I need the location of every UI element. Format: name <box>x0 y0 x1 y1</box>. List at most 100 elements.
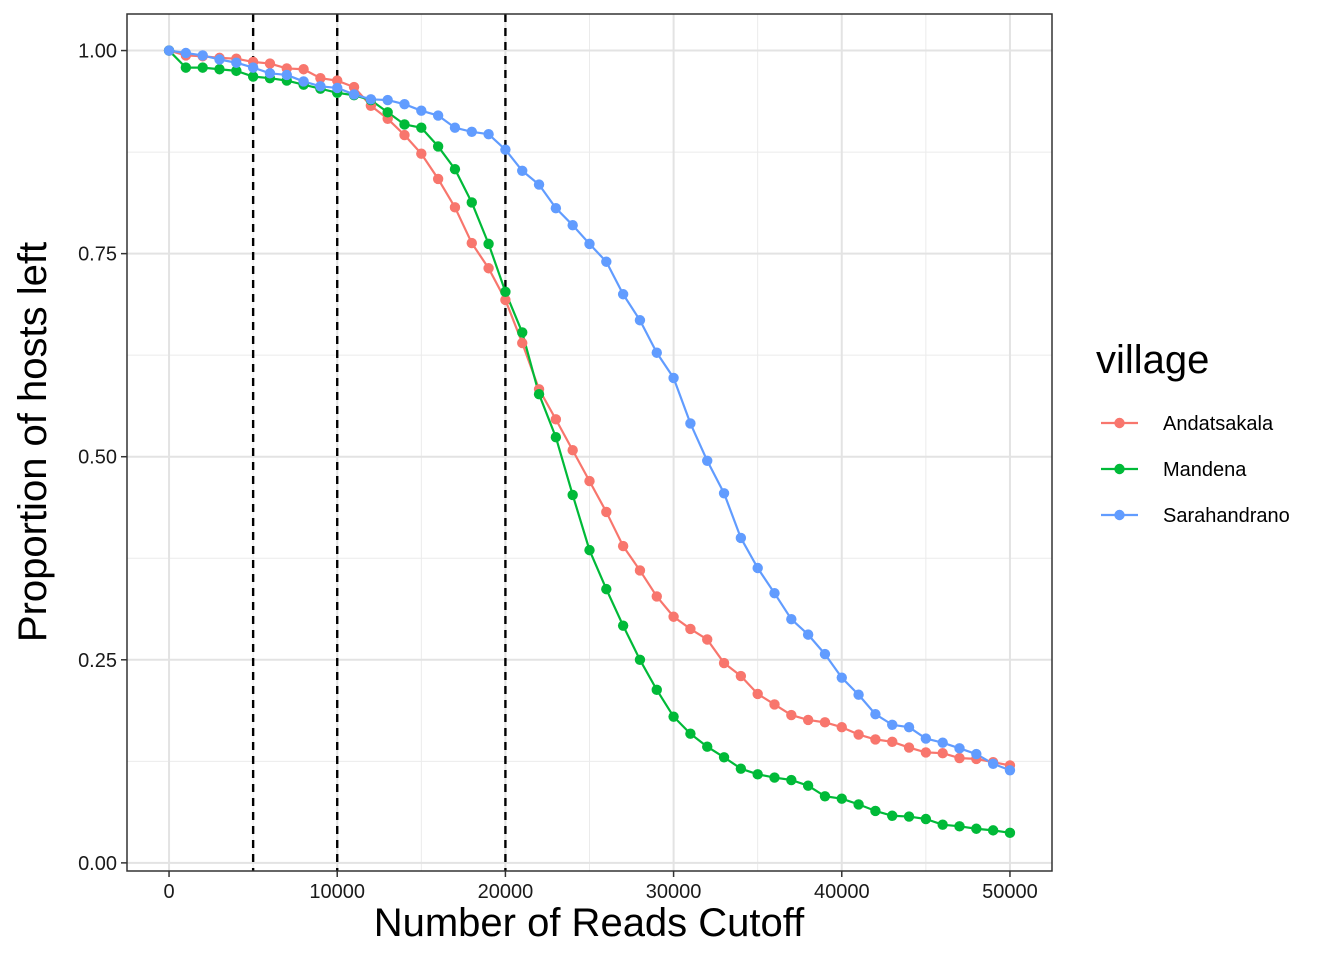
data-point-sarahandrano <box>550 202 562 214</box>
y-axis: 0.00 0.25 0.50 0.75 1.00 <box>78 41 127 875</box>
data-point-andatsakala <box>500 294 511 306</box>
data-point-mandena <box>718 752 730 763</box>
data-point-mandena <box>214 64 225 75</box>
data-point-mandena <box>517 327 528 338</box>
data-point-sarahandrano <box>584 238 595 250</box>
data-point-mandena <box>685 728 696 739</box>
data-point-sarahandrano <box>836 672 847 683</box>
data-point-mandena <box>920 813 932 825</box>
data-point-sarahandrano <box>651 347 662 358</box>
data-point-andatsakala <box>853 729 864 740</box>
data-point-sarahandrano <box>416 105 427 116</box>
x-tick-label: 10000 <box>309 881 365 903</box>
data-point-sarahandrano <box>399 98 410 110</box>
data-point-mandena <box>567 489 578 501</box>
data-point-sarahandrano <box>332 82 343 94</box>
data-point-andatsakala <box>937 748 948 759</box>
data-point-mandena <box>634 654 646 665</box>
data-point-mandena <box>836 793 847 804</box>
data-point-mandena <box>247 71 259 82</box>
data-point-sarahandrano <box>281 69 292 81</box>
y-axis-title: Proportion of hosts left <box>11 242 55 642</box>
data-point-sarahandrano <box>634 315 646 326</box>
data-point-sarahandrano <box>819 648 831 660</box>
data-point-mandena <box>432 141 444 152</box>
data-point-andatsakala <box>584 475 595 487</box>
data-point-mandena <box>617 620 629 631</box>
data-point-mandena <box>584 544 595 556</box>
data-point-sarahandrano <box>315 81 326 92</box>
data-point-andatsakala <box>483 263 494 274</box>
data-point-mandena <box>853 799 864 810</box>
y-tick-label: 0.25 <box>78 650 117 672</box>
legend-key-point-andatsakala <box>1114 417 1125 429</box>
data-point-andatsakala <box>432 173 444 185</box>
x-tick-label: 0 <box>163 881 174 903</box>
data-point-mandena <box>735 763 747 774</box>
data-point-andatsakala <box>449 202 461 213</box>
data-point-sarahandrano <box>247 62 259 73</box>
data-point-andatsakala <box>735 670 747 682</box>
data-point-sarahandrano <box>802 629 814 640</box>
data-point-sarahandrano <box>231 57 242 68</box>
data-point-mandena <box>500 286 511 298</box>
data-point-sarahandrano <box>365 94 377 105</box>
data-point-mandena <box>399 119 410 130</box>
data-point-andatsakala <box>617 540 629 552</box>
data-point-sarahandrano <box>685 418 696 429</box>
data-point-sarahandrano <box>786 613 797 625</box>
data-point-sarahandrano <box>533 179 545 190</box>
data-point-mandena <box>449 163 461 175</box>
data-point-sarahandrano <box>702 455 713 466</box>
data-point-sarahandrano <box>298 76 309 87</box>
data-point-andatsakala <box>786 709 797 721</box>
data-point-mandena <box>197 62 208 73</box>
x-tick-label: 20000 <box>478 881 534 903</box>
data-point-mandena <box>786 774 797 786</box>
data-point-sarahandrano <box>735 532 747 544</box>
data-point-sarahandrano <box>466 126 477 137</box>
panel-border <box>126 13 1053 872</box>
data-point-andatsakala <box>718 657 730 669</box>
x-tick-label: 30000 <box>646 881 702 903</box>
data-point-mandena <box>382 107 393 118</box>
data-point-mandena <box>601 583 612 595</box>
data-point-andatsakala <box>954 752 965 764</box>
data-point-sarahandrano <box>500 144 511 155</box>
data-point-sarahandrano <box>752 562 763 574</box>
data-point-mandena <box>937 819 948 830</box>
data-point-andatsakala <box>399 129 410 141</box>
data-point-andatsakala <box>332 75 343 86</box>
data-point-andatsakala <box>466 237 477 249</box>
data-point-andatsakala <box>348 81 360 93</box>
x-tick-label: 50000 <box>982 881 1038 903</box>
data-point-andatsakala <box>819 717 831 728</box>
data-point-sarahandrano <box>870 709 881 720</box>
data-point-sarahandrano <box>668 372 679 384</box>
data-point-andatsakala <box>567 445 578 456</box>
series-points <box>163 45 1016 839</box>
data-point-andatsakala <box>668 611 679 622</box>
x-axis: 0 10000 20000 30000 40000 50000 <box>163 871 1038 903</box>
data-point-andatsakala <box>315 72 326 84</box>
data-point-sarahandrano <box>382 94 393 106</box>
data-point-mandena <box>752 769 763 780</box>
y-tick-label: 1.00 <box>78 41 117 63</box>
data-point-andatsakala <box>264 58 276 69</box>
data-point-mandena <box>769 772 780 783</box>
data-point-sarahandrano <box>887 719 898 730</box>
data-point-andatsakala <box>836 722 847 733</box>
data-point-sarahandrano <box>937 737 948 748</box>
data-point-andatsakala <box>601 506 612 518</box>
reference-lines <box>251 14 507 871</box>
legend-key-point-mandena <box>1114 463 1125 475</box>
y-tick-label: 0.75 <box>78 244 117 266</box>
legend: village Andatsakala Mandena Sarahandrano <box>1096 338 1290 527</box>
legend-label-mandena: Mandena <box>1163 459 1247 481</box>
data-point-andatsakala <box>802 714 814 726</box>
data-point-sarahandrano <box>718 488 730 499</box>
data-point-sarahandrano <box>449 122 461 133</box>
data-point-andatsakala <box>920 747 932 758</box>
data-point-andatsakala <box>651 591 662 602</box>
